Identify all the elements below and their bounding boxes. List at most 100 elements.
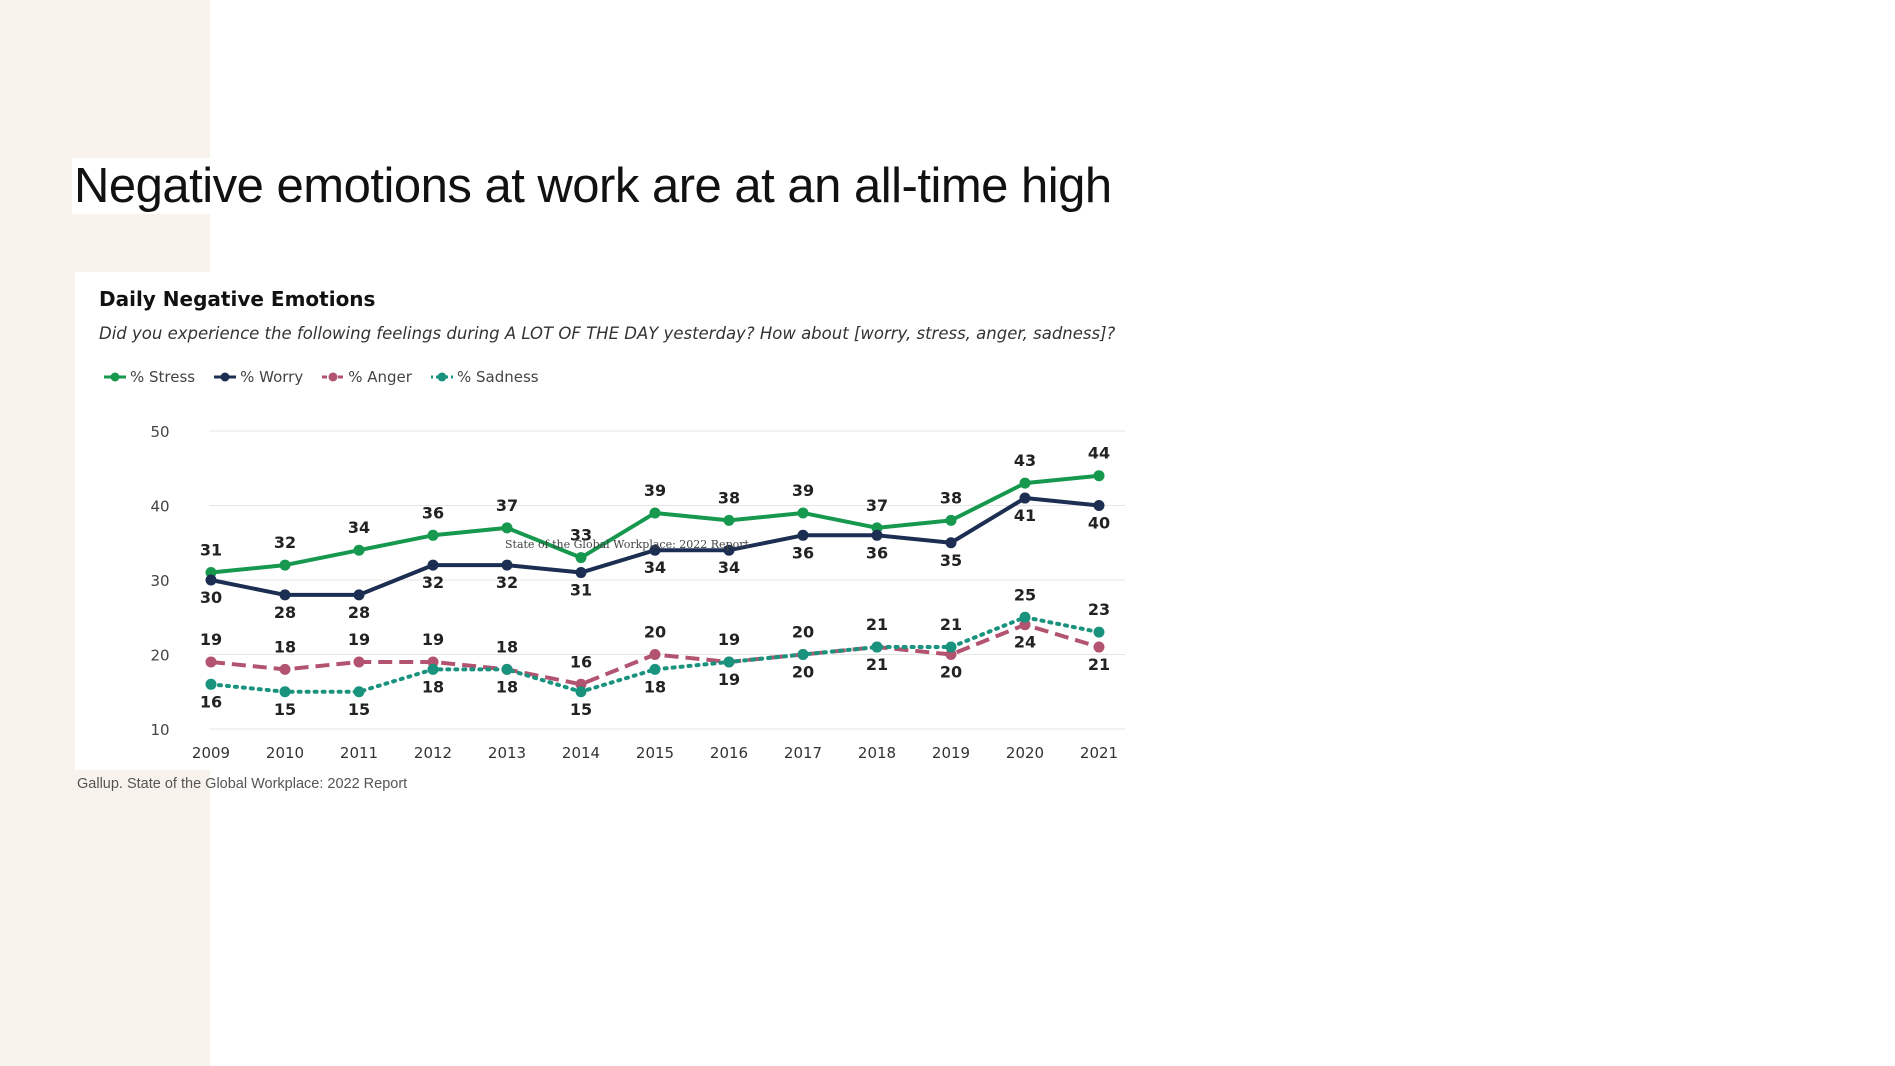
data-label-sadness: 18 <box>644 677 666 696</box>
data-point-worry <box>797 529 809 541</box>
slide-title: Negative emotions at work are at an all-… <box>72 158 1114 214</box>
source-note: Gallup. State of the Global Workplace: 2… <box>77 776 408 792</box>
x-tick-label: 2018 <box>858 744 896 762</box>
y-tick-label: 20 <box>150 647 169 665</box>
chart-card: Daily Negative Emotions Did you experien… <box>75 272 1135 770</box>
data-point-stress <box>279 559 291 571</box>
legend-swatch-sadness <box>430 372 453 382</box>
data-point-worry <box>945 537 957 549</box>
legend-swatch-worry <box>214 372 237 382</box>
data-point-stress <box>649 507 661 519</box>
data-label-anger: 20 <box>644 623 666 642</box>
legend-swatch-anger <box>322 372 345 382</box>
data-label-sadness: 16 <box>200 692 222 711</box>
x-tick-label: 2021 <box>1080 744 1118 762</box>
data-label-stress: 39 <box>644 481 666 500</box>
y-tick-label: 10 <box>150 721 169 739</box>
data-label-anger: 19 <box>718 630 740 649</box>
y-tick-label: 50 <box>150 423 169 441</box>
data-point-worry <box>649 544 661 556</box>
data-point-stress <box>797 507 809 519</box>
x-tick-label: 2019 <box>932 744 970 762</box>
x-tick-label: 2014 <box>562 744 600 762</box>
data-point-sadness <box>205 678 217 690</box>
data-label-anger: 19 <box>422 630 444 649</box>
data-label-stress: 43 <box>1014 451 1036 470</box>
x-tick-label: 2011 <box>340 744 378 762</box>
data-label-sadness: 15 <box>348 700 370 719</box>
x-tick-label: 2012 <box>414 744 452 762</box>
data-label-worry: 36 <box>792 543 814 562</box>
data-point-anger <box>1093 641 1105 653</box>
data-point-sadness <box>279 686 291 698</box>
data-point-worry <box>1019 492 1031 504</box>
data-label-worry: 34 <box>644 558 666 577</box>
legend-label-worry: % Worry <box>240 368 304 386</box>
data-label-anger: 16 <box>570 652 592 671</box>
legend-item-anger: % Anger <box>321 368 412 386</box>
legend-item-sadness: % Sadness <box>430 368 539 386</box>
data-label-stress: 32 <box>274 533 296 552</box>
data-point-stress <box>723 514 735 526</box>
data-label-stress: 37 <box>866 496 888 515</box>
data-point-sadness <box>427 663 439 675</box>
data-label-worry: 40 <box>1088 514 1110 533</box>
data-label-worry: 32 <box>422 573 444 592</box>
data-label-anger: 21 <box>1088 655 1110 674</box>
data-label-worry: 36 <box>866 543 888 562</box>
data-point-sadness <box>1093 626 1105 638</box>
y-tick-label: 40 <box>150 498 169 516</box>
data-label-anger: 21 <box>866 615 888 634</box>
data-point-sadness <box>945 641 957 653</box>
data-point-worry <box>871 529 883 541</box>
legend-label-sadness: % Sadness <box>456 368 539 386</box>
data-label-stress: 34 <box>348 518 370 537</box>
data-label-sadness: 18 <box>496 677 518 696</box>
data-point-stress <box>945 514 957 526</box>
data-label-sadness: 21 <box>866 655 888 674</box>
data-point-stress <box>353 544 365 556</box>
data-point-sadness <box>1019 611 1031 623</box>
data-point-worry <box>279 589 291 601</box>
data-label-anger: 19 <box>348 630 370 649</box>
data-label-anger: 24 <box>1014 633 1036 652</box>
data-point-sadness <box>353 686 365 698</box>
data-label-stress: 44 <box>1088 444 1110 463</box>
data-label-anger: 19 <box>200 630 222 649</box>
data-label-sadness: 23 <box>1088 600 1110 619</box>
data-label-stress: 38 <box>940 488 962 507</box>
data-label-stress: 38 <box>718 488 740 507</box>
data-point-worry <box>353 589 365 601</box>
legend-label-anger: % Anger <box>348 368 412 386</box>
data-point-anger <box>353 656 365 668</box>
data-label-stress: 33 <box>570 526 592 545</box>
data-point-worry <box>427 559 439 571</box>
chart-watermark: State of the Global Workplace: 2022 Repo… <box>505 538 749 551</box>
data-point-sadness <box>501 663 513 675</box>
data-label-anger: 20 <box>940 663 962 682</box>
data-label-sadness: 20 <box>792 663 814 682</box>
data-label-sadness: 15 <box>274 700 296 719</box>
data-label-stress: 39 <box>792 481 814 500</box>
chart-title: Daily Negative Emotions <box>99 287 376 311</box>
legend-item-worry: % Worry <box>213 368 303 386</box>
legend-label-stress: % Stress <box>130 368 196 386</box>
data-point-anger <box>205 656 217 668</box>
data-label-stress: 37 <box>496 496 518 515</box>
data-point-worry <box>501 559 513 571</box>
data-point-worry <box>1093 500 1105 511</box>
chart-legend: % Stress % Worry % Anger % Sadness <box>103 368 539 386</box>
data-point-worry <box>205 574 217 586</box>
x-tick-label: 2009 <box>192 744 230 762</box>
data-label-worry: 28 <box>348 603 370 622</box>
x-tick-label: 2015 <box>636 744 674 762</box>
x-tick-label: 2016 <box>710 744 748 762</box>
legend-swatch-stress <box>104 372 126 382</box>
data-label-worry: 30 <box>200 588 222 607</box>
data-label-stress: 36 <box>422 503 444 522</box>
data-label-anger: 20 <box>792 623 814 642</box>
x-tick-label: 2010 <box>266 744 304 762</box>
data-point-stress <box>427 529 439 541</box>
data-label-stress: 31 <box>200 541 222 560</box>
